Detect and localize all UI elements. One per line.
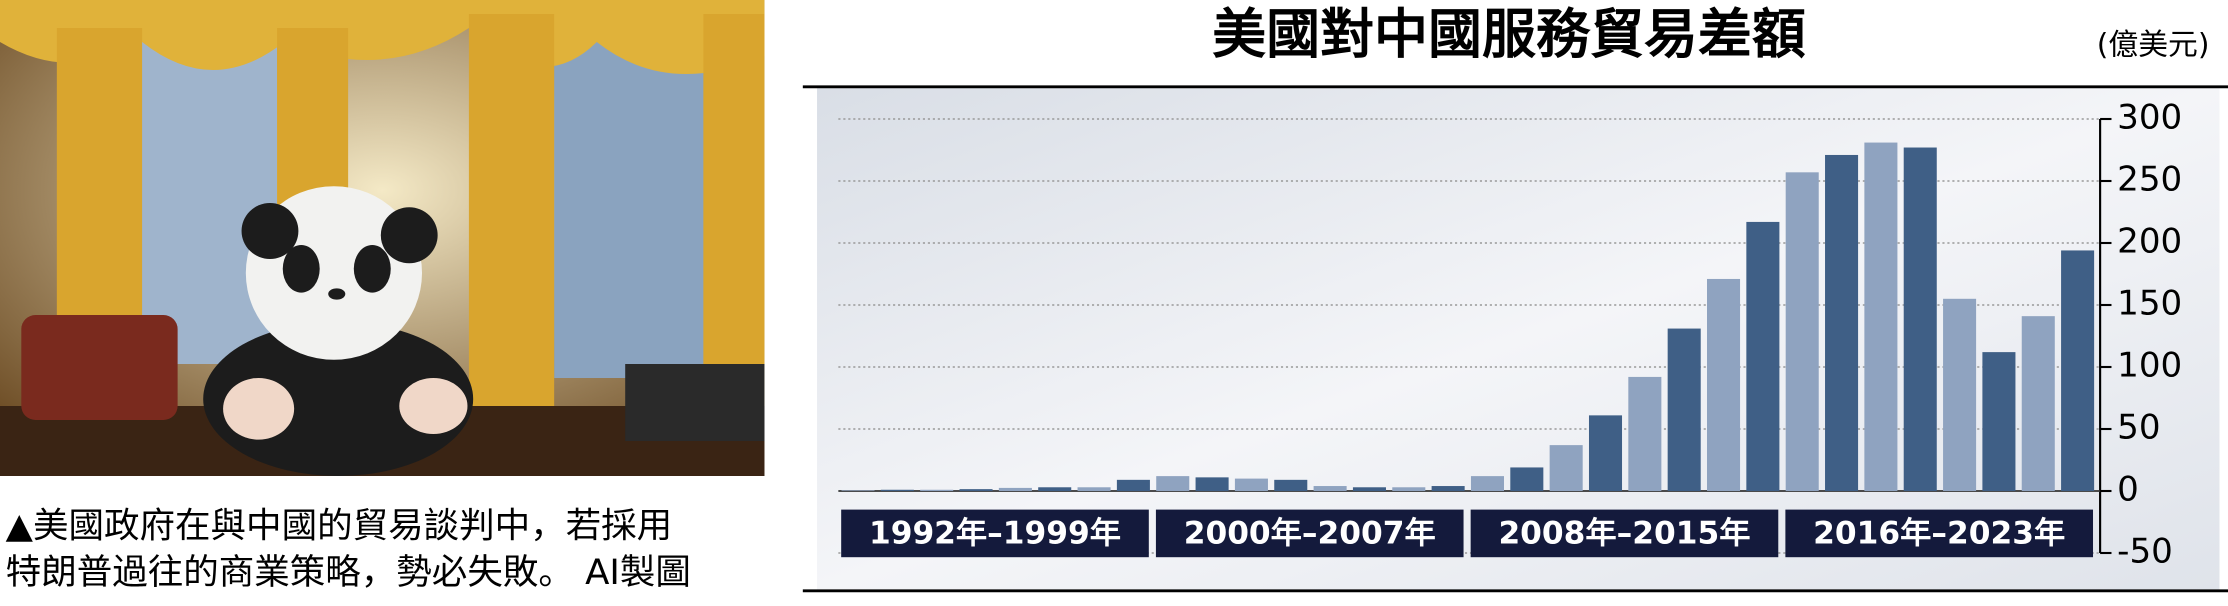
y-tick-label: 50: [2117, 408, 2160, 447]
group-label-box: [1785, 509, 2094, 558]
y-tick-label: 150: [2117, 284, 2182, 323]
y-tick-label: -50: [2117, 532, 2173, 571]
y-tick-label: 250: [2117, 160, 2182, 199]
bar: [1982, 352, 2016, 491]
bar: [1825, 154, 1859, 491]
bar: [1352, 487, 1386, 491]
bar: [1234, 478, 1268, 491]
group-label-box: [1155, 509, 1464, 558]
bar: [1470, 476, 1505, 491]
bar: [1785, 172, 1819, 491]
bar: [1667, 328, 1701, 491]
plot-background: [817, 88, 2220, 590]
y-tick-label: 100: [2117, 346, 2182, 385]
bar: [1628, 376, 1662, 491]
bar: [841, 490, 875, 491]
bar: [1431, 486, 1465, 491]
group-label-box: [1470, 509, 1779, 558]
group-label: 2008年–2015年: [1498, 516, 1750, 552]
bar: [1903, 147, 1937, 491]
group-label-box: [841, 509, 1149, 558]
y-tick-label: 0: [2117, 470, 2139, 509]
bar: [998, 487, 1032, 491]
bar: [880, 489, 914, 491]
bar: [1195, 477, 1229, 491]
unit-label: (億美元): [2097, 28, 2210, 62]
bar: [1707, 278, 1741, 491]
bar: [959, 489, 993, 491]
caption-line: 特朗普過往的商業策略，勢必失敗。 AI製圖: [6, 552, 691, 593]
bar: [920, 489, 954, 491]
y-tick-label: 300: [2117, 98, 2182, 137]
group-label: 2000年–2007年: [1184, 516, 1436, 552]
bar: [1038, 487, 1072, 491]
group-label: 2016年–2023年: [1813, 516, 2065, 552]
bar: [1588, 415, 1623, 491]
caption-line: ▲美國政府在與中國的貿易談判中，若採用: [6, 506, 672, 547]
bar: [1313, 486, 1347, 491]
bar: [1746, 221, 1780, 492]
group-label: 1992年–1999年: [869, 516, 1121, 552]
bar: [2061, 250, 2095, 491]
bar: [1077, 487, 1111, 491]
bar: [1549, 445, 1583, 491]
bar: [1156, 476, 1190, 491]
bar: [1943, 298, 1977, 491]
bar: [1510, 467, 1544, 491]
y-tick-label: 200: [2117, 222, 2182, 261]
bar: [2021, 316, 2055, 491]
photo: [0, 0, 765, 476]
bar: [1116, 479, 1150, 491]
bar: [1864, 142, 1898, 491]
bar: [1274, 479, 1308, 491]
bar: [1392, 487, 1426, 491]
chart-title: 美國對中國服務貿易差額: [1212, 3, 1806, 66]
